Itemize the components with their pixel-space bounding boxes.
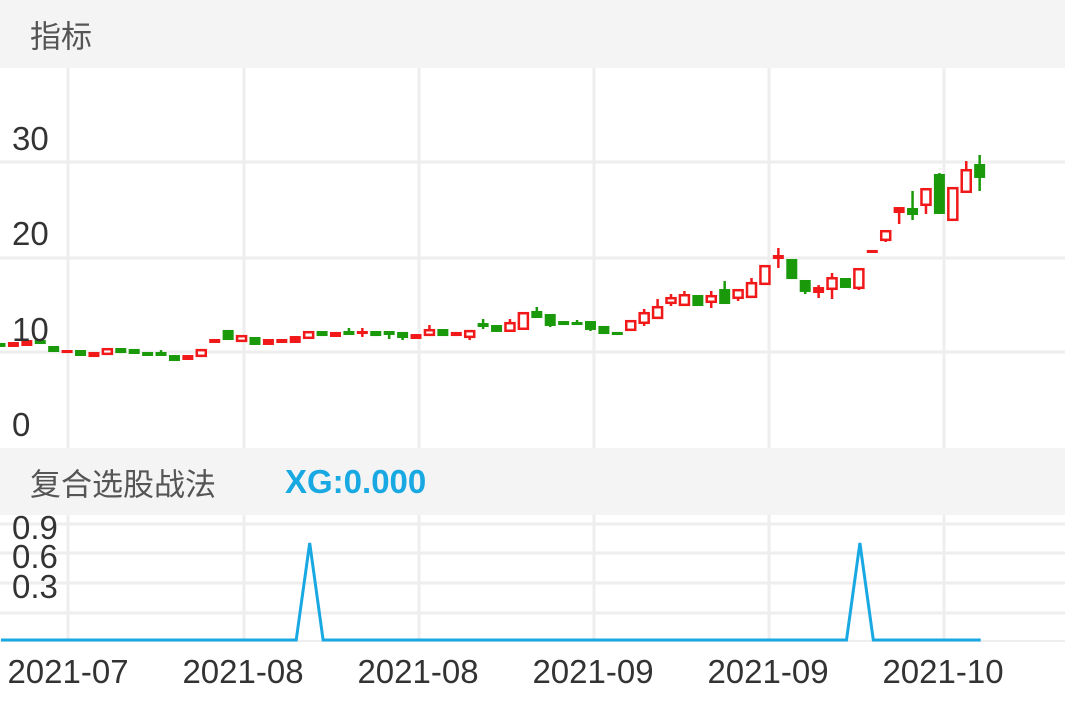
candle-body-up	[410, 334, 422, 339]
candle-body-up	[302, 330, 315, 340]
y-tick-label: 0.9	[12, 509, 58, 546]
x-tick-label: 2021-10	[882, 653, 1004, 690]
candle-body-up	[450, 331, 462, 337]
candle-body-up	[732, 288, 744, 300]
candle-body-up	[920, 187, 932, 207]
y-tick-label: 20	[12, 215, 49, 252]
xg-value: XG:0.000	[285, 462, 427, 500]
candle-body-up	[745, 281, 758, 299]
candle-body-up	[826, 276, 838, 291]
y-tick-label: 0.6	[12, 538, 58, 575]
candle-body-down	[0, 342, 6, 347]
candle-body-up	[853, 267, 865, 290]
candle-body-up	[665, 296, 677, 305]
candle-body-up	[101, 347, 114, 356]
header-title[interactable]: 指标	[30, 19, 92, 56]
y-tick-label: 30	[12, 120, 49, 157]
candle-body-down	[142, 352, 154, 356]
candle-body-down	[316, 331, 328, 337]
candle-body-down	[75, 350, 87, 356]
indicator-panel-header: 复合选股战法 XG:0.000	[0, 448, 1065, 515]
candle-body-down	[839, 277, 851, 288]
y-tick-label: 0.3	[12, 568, 58, 605]
x-tick-label: 2021-08	[357, 653, 479, 690]
candle-body-down	[370, 331, 382, 337]
candle-body-down	[383, 331, 395, 335]
candle-body-up	[235, 334, 248, 343]
candle-body-down	[544, 314, 556, 326]
candle-body-down	[531, 310, 543, 318]
candle-body-up	[947, 186, 959, 222]
candle-body-down	[571, 321, 583, 326]
candle-body-down	[222, 329, 234, 341]
candle-body-down	[343, 331, 355, 335]
x-tick-label: 2021-07	[7, 653, 129, 690]
candle-body-up	[61, 350, 73, 354]
candle-body-down	[249, 336, 261, 345]
candle-body-up	[638, 311, 650, 325]
candle-body-up	[423, 328, 436, 337]
candle-body-down	[907, 207, 919, 216]
x-tick-label: 2021-09	[707, 653, 829, 690]
candle-body-down	[933, 173, 945, 214]
candle-body-up	[651, 305, 664, 320]
candle-body-up	[88, 352, 100, 358]
candle-body-up	[960, 168, 972, 194]
candle-body-down	[128, 348, 140, 354]
candle-body-up	[678, 294, 691, 307]
y-tick-label: 10	[12, 311, 49, 348]
x-tick-label: 2021-09	[532, 653, 654, 690]
candle-body-down	[584, 321, 596, 330]
candle-body-down	[719, 289, 731, 305]
candle-body-up	[759, 264, 771, 286]
candle-body-down	[437, 329, 449, 337]
candle-body-down	[48, 346, 60, 352]
candle-body-down	[786, 258, 798, 280]
candle-body-down	[168, 355, 180, 362]
candle-body-down	[477, 323, 489, 328]
candle-body-up	[182, 355, 194, 360]
candle-body-up	[866, 249, 878, 253]
candle-body-up	[772, 255, 784, 259]
candle-body-up	[879, 229, 892, 242]
candle-body-down	[692, 295, 704, 307]
indicator-title[interactable]: 复合选股战法	[30, 467, 216, 503]
candle-body-up	[7, 342, 19, 347]
candle-body-up	[356, 331, 368, 335]
candle-body-down	[558, 321, 570, 326]
indicator-header: 指标	[0, 0, 1065, 68]
candle-body-up	[705, 294, 718, 304]
candle-body-up	[517, 311, 530, 331]
candle-body-up	[504, 321, 516, 333]
candle-body-up	[463, 329, 476, 339]
candle-body-up	[262, 338, 274, 345]
candle-body-down	[491, 325, 503, 332]
candle-body-up	[813, 287, 825, 294]
candle-body-up	[21, 340, 33, 347]
y-tick-label: 0	[12, 406, 31, 443]
candle-body-down	[397, 331, 409, 339]
candle-body-down	[34, 340, 46, 345]
x-tick-label: 2021-08	[182, 653, 304, 690]
candle-body-up	[624, 319, 637, 332]
candle-body-up	[195, 348, 208, 358]
candle-body-down	[115, 348, 127, 354]
candle-body-down	[799, 279, 811, 292]
candle-body-up	[893, 207, 905, 214]
candle-body-down	[611, 331, 623, 335]
candle-body-up	[289, 336, 301, 343]
candle-body-up	[330, 331, 341, 337]
candle-body-up	[276, 338, 288, 343]
candle-body-down	[155, 352, 167, 356]
candle-body-down	[974, 163, 986, 178]
xg-line	[1, 542, 981, 642]
candle-body-down	[598, 325, 610, 335]
candle-body-up	[209, 338, 221, 343]
